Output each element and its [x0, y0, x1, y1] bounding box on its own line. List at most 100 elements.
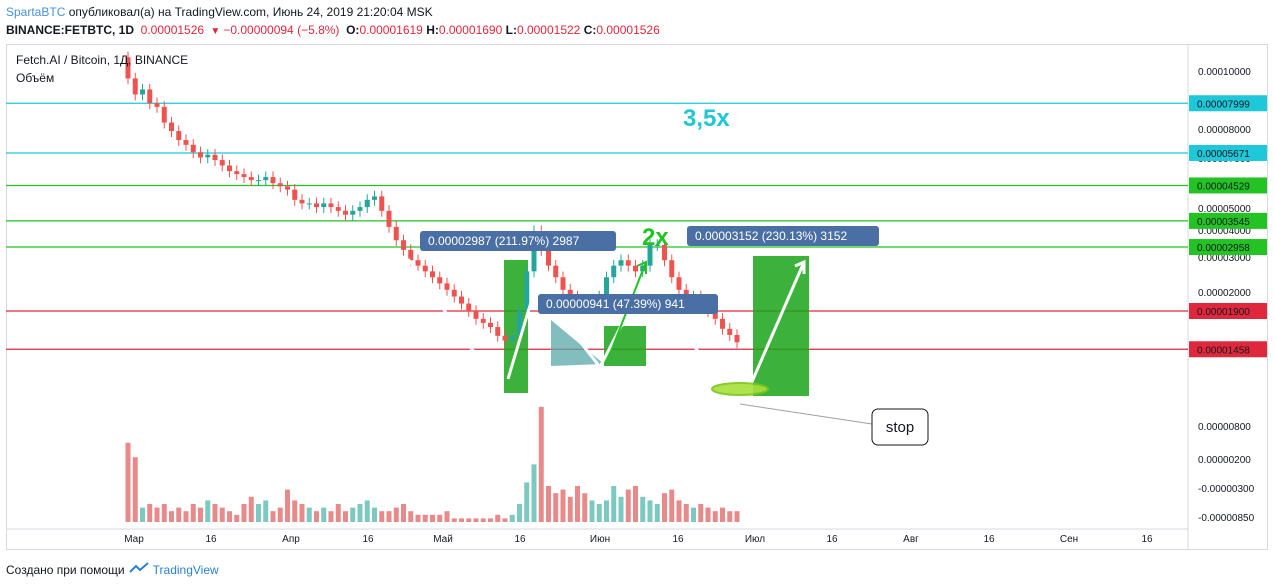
candle-body — [567, 289, 573, 297]
volume-bar — [198, 507, 203, 522]
y-tick-label: 0.00002000 — [1198, 288, 1251, 299]
candle-body — [502, 335, 508, 341]
level-price-label: 0.00007999 — [1197, 99, 1250, 110]
candle-body — [401, 240, 406, 250]
candle-body — [292, 189, 298, 200]
candle-body — [611, 265, 617, 278]
multiplier-2x-label: 2x — [642, 224, 669, 251]
y-tick-label: 0.00008000 — [1198, 125, 1251, 136]
candle-body — [633, 265, 638, 272]
candle-body — [466, 303, 472, 311]
y-tick-label: -0.00000850 — [1198, 513, 1255, 524]
x-tick-label: 16 — [1141, 534, 1153, 545]
candle-body — [379, 196, 385, 211]
candle-body — [140, 89, 145, 95]
measure-label-2: 0.00000941 (47.39%) 941 — [546, 297, 685, 311]
candle-body — [270, 177, 276, 184]
candle-body — [234, 171, 240, 175]
volume-bar — [140, 507, 145, 522]
x-tick-label: Авг — [903, 534, 919, 545]
candle-body — [676, 277, 682, 290]
measure-label-3: 0.00003152 (230.13%) 3152 — [695, 229, 847, 243]
volume-bar — [306, 507, 312, 522]
volume-bar — [299, 504, 305, 522]
volume-bar — [328, 511, 334, 522]
tradingview-link[interactable]: TradingView — [152, 562, 219, 577]
author-link[interactable]: SpartaBTC — [6, 5, 66, 19]
candle-body — [299, 199, 305, 204]
y-tick-label: 0.00004000 — [1198, 226, 1251, 237]
open-value: 0.00001619 — [359, 23, 423, 37]
candle-body — [212, 154, 218, 161]
candle-body — [459, 296, 464, 304]
x-tick-label: 16 — [205, 534, 217, 545]
volume-bar — [234, 514, 240, 522]
volume-bar — [422, 514, 428, 522]
volume-bar — [611, 486, 617, 522]
candle-body — [125, 57, 131, 79]
volume-bar — [582, 493, 588, 522]
white-arrow-line — [749, 261, 806, 385]
x-axis: Мар 16 Апр 16 Май 16 Июн 16 Июл 16 Авг 16 Сен 16 — [124, 534, 1153, 545]
candle-body — [422, 265, 428, 272]
volume-bar — [314, 511, 319, 522]
candle-body — [560, 277, 566, 290]
volume-bar — [676, 500, 682, 522]
tradingview-logo-icon — [128, 562, 149, 577]
y-tick-label: 0.00005000 — [1198, 204, 1251, 215]
candle-body — [531, 231, 537, 272]
volume-bar — [466, 518, 472, 522]
candle-body — [546, 249, 551, 266]
x-tick-label: 16 — [672, 534, 684, 545]
candle-body — [241, 174, 247, 178]
volume-bar — [350, 507, 356, 522]
volume-bar — [248, 496, 254, 522]
stop-label: stop — [886, 419, 914, 436]
volume-bar — [531, 464, 537, 522]
volume-bar — [618, 496, 624, 522]
path-zigzag — [506, 257, 742, 389]
x-tick-label: Апр — [282, 534, 300, 545]
level-price-tag — [1189, 302, 1267, 319]
candle-body — [147, 89, 153, 104]
x-tick-label: 16 — [362, 534, 374, 545]
volume-bar — [256, 504, 261, 522]
candles — [125, 51, 740, 349]
zone-rect-3 — [753, 256, 809, 396]
pane-title: Fetch.AI / Bitcoin, 1Д, BINANCE — [16, 53, 189, 67]
level-price-tag — [1189, 95, 1267, 112]
candle-body — [654, 244, 660, 246]
volume-bar — [270, 511, 276, 522]
candle-body — [350, 210, 356, 215]
candle-body — [720, 318, 725, 329]
high-value: 0.00001690 — [438, 23, 503, 37]
volume-bar — [480, 518, 486, 522]
y-tick-label: 0.00010000 — [1198, 67, 1251, 78]
volume-label: Объём — [16, 71, 55, 85]
candle-body — [227, 165, 232, 172]
candle-body — [205, 154, 211, 158]
volume-bar — [575, 486, 580, 522]
candle-body — [430, 271, 435, 278]
annotation-labels: 0.00007999 0.00005671 0.00004529 0.00003545… — [420, 95, 1267, 446]
price-chart[interactable]: 0.000100000.000090000.000080000.00007000… — [6, 44, 1268, 550]
volume-bar — [502, 518, 508, 522]
volume-bar — [386, 511, 392, 522]
level-price-label: 0.00001900 — [1197, 307, 1250, 318]
volume-bar — [488, 518, 493, 522]
candle-body — [263, 177, 269, 181]
triangle-pattern — [551, 320, 604, 366]
candle-body — [393, 226, 399, 241]
y-tick-label: 0.00000800 — [1198, 422, 1251, 433]
level-price-tag — [1189, 341, 1267, 358]
stop-callout-box — [871, 408, 929, 446]
y-tick-label: -0.00000300 — [1198, 484, 1255, 495]
volume-bar — [263, 500, 269, 522]
candle-body — [625, 260, 631, 266]
candle-body — [437, 277, 443, 284]
candle-body — [669, 260, 675, 278]
price-change: −0.00000094 (−5.8%) — [223, 23, 340, 37]
symbol-info: BINANCE:FETBTC, 1D 0.00001526 ▼ −0.000000… — [6, 23, 660, 37]
candle-body — [618, 260, 624, 266]
candle-body — [198, 152, 203, 158]
